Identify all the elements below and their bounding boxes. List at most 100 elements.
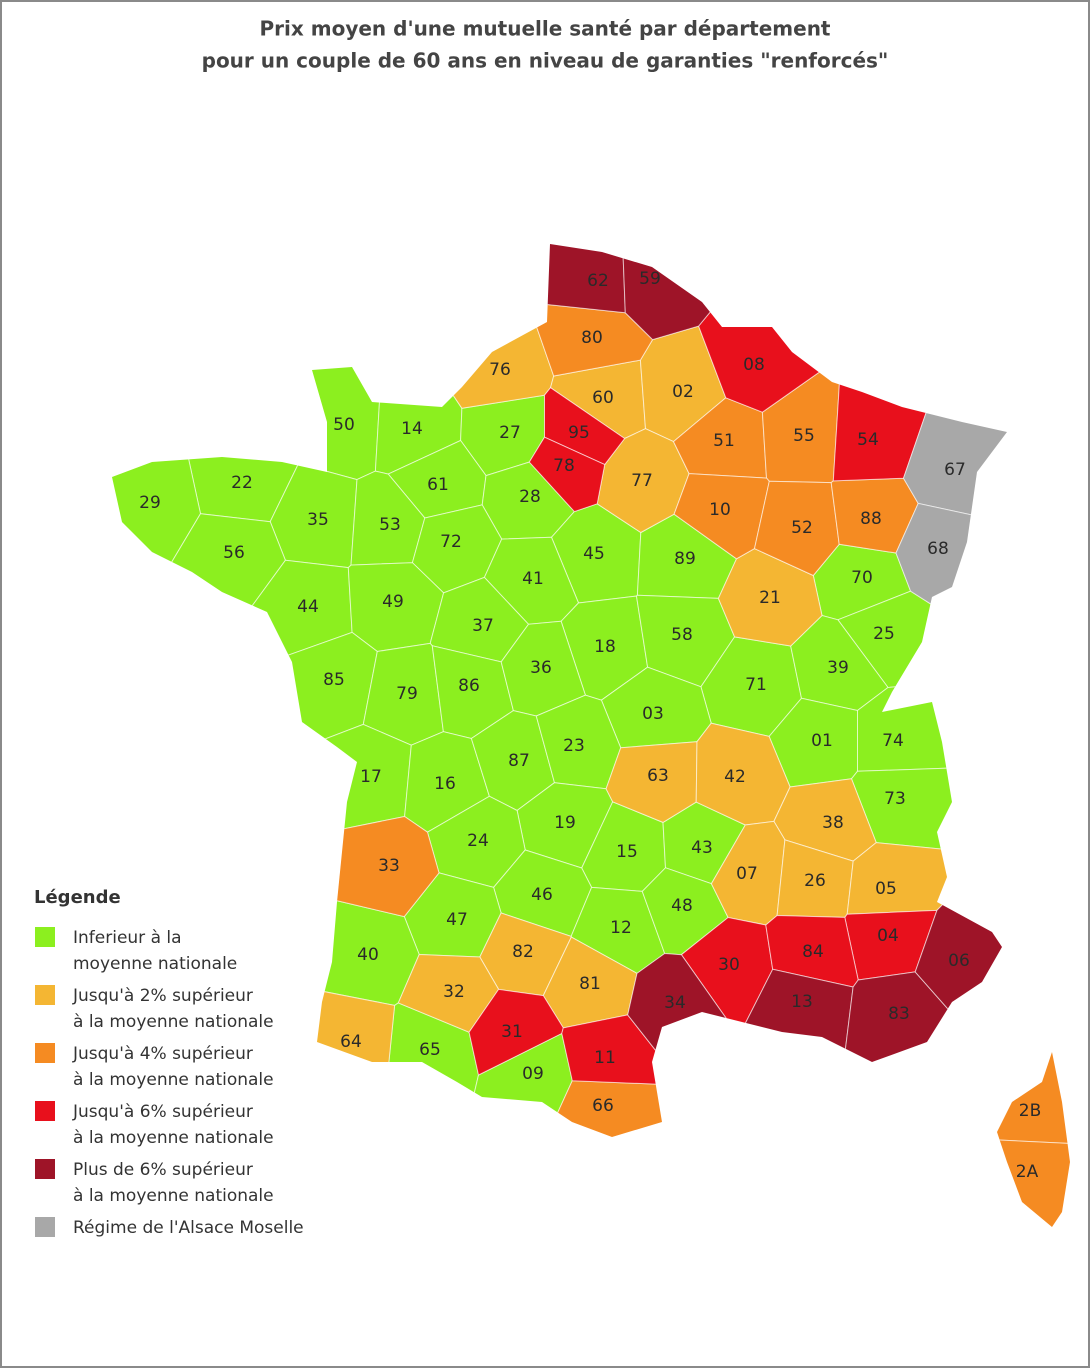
department-code: 07 [736, 864, 758, 884]
department-code: 46 [531, 885, 553, 905]
department-code: 65 [419, 1040, 441, 1060]
department-code: 14 [401, 419, 423, 439]
legend-label: Inferieur à la [73, 928, 182, 948]
department-code: 34 [664, 993, 686, 1013]
department [857, 674, 1070, 772]
department-code: 19 [554, 813, 576, 833]
department-code: 10 [709, 500, 731, 520]
department-code: 95 [568, 423, 590, 443]
department [299, 244, 555, 409]
department [902, 244, 1070, 542]
department-code: 2A [1016, 1162, 1039, 1182]
department [832, 244, 1061, 482]
department-code: 58 [671, 625, 693, 645]
department-code: 85 [323, 670, 345, 690]
department [439, 1080, 800, 1227]
department [112, 244, 387, 481]
department-code: 40 [357, 945, 379, 965]
department-code: 13 [791, 992, 813, 1012]
department-code: 18 [594, 637, 616, 657]
department-code: 06 [948, 951, 970, 971]
department-code: 31 [501, 1022, 523, 1042]
department-code: 66 [592, 1096, 614, 1116]
legend-label: Régime de l'Alsace Moselle [73, 1218, 304, 1238]
department-code: 56 [223, 543, 245, 563]
department-code: 30 [718, 955, 740, 975]
legend-swatch [35, 1159, 55, 1179]
department-code: 37 [472, 616, 494, 636]
department-code: 23 [563, 736, 585, 756]
department-code: 86 [458, 676, 480, 696]
legend-label: à la moyenne nationale [73, 1012, 274, 1032]
legend-swatch [35, 927, 55, 947]
department-code: 55 [793, 426, 815, 446]
department-code: 32 [443, 982, 465, 1002]
department [112, 631, 378, 862]
department-code: 71 [745, 675, 767, 695]
department [895, 502, 1070, 688]
department-code: 47 [446, 910, 468, 930]
department [112, 244, 202, 843]
legend-swatch [35, 1043, 55, 1063]
department-code: 22 [231, 473, 253, 493]
department-code: 04 [877, 926, 899, 946]
department-code: 67 [944, 460, 966, 480]
department-code: 15 [616, 842, 638, 862]
department-code: 2B [1019, 1101, 1041, 1121]
department-code: 42 [724, 767, 746, 787]
department-code: 68 [927, 539, 949, 559]
department-code: 03 [642, 704, 664, 724]
department [409, 1032, 573, 1227]
department-code: 83 [888, 1004, 910, 1024]
legend-label: Jusqu'à 4% supérieur [72, 1044, 253, 1064]
department-code: 61 [427, 475, 449, 495]
department [778, 1135, 1070, 1227]
department-code: 78 [553, 456, 575, 476]
department-code: 49 [382, 592, 404, 612]
department-code: 70 [851, 568, 873, 588]
department-code: 05 [875, 879, 897, 899]
department-code: 84 [802, 942, 824, 962]
department [846, 842, 994, 915]
department-code: 80 [581, 328, 603, 348]
department-labels: 50 14 27 22 29 61 28 35 53 72 56 45 89 41 70 44 49 37 18 58… [139, 269, 1041, 1182]
title-line: pour un couple de 60 ans en niveau de ga… [202, 49, 889, 73]
department [528, 436, 606, 513]
department-code: 87 [508, 751, 530, 771]
department-code: 36 [530, 658, 552, 678]
department-code: 60 [592, 388, 614, 408]
department-code: 02 [672, 382, 694, 402]
department-code: 64 [340, 1032, 362, 1052]
department-code: 41 [522, 569, 544, 589]
department-code: 43 [691, 838, 713, 858]
department-code: 72 [440, 532, 462, 552]
legend-label: à la moyenne nationale [73, 1186, 274, 1206]
department-code: 48 [671, 896, 693, 916]
department-code: 26 [804, 871, 826, 891]
department-code: 59 [639, 269, 661, 289]
legend-label: moyenne nationale [73, 954, 237, 974]
department-code: 08 [743, 355, 765, 375]
department-code: 51 [713, 431, 735, 451]
legend-label: Plus de 6% supérieur [73, 1160, 253, 1180]
department-code: 27 [499, 423, 521, 443]
department-code: 11 [594, 1048, 616, 1068]
legend-swatch [35, 985, 55, 1005]
department-code: 88 [860, 509, 882, 529]
department-code: 16 [434, 774, 456, 794]
department-code: 35 [307, 510, 329, 530]
department-code: 79 [396, 684, 418, 704]
legend-swatch [35, 1217, 55, 1237]
department-code: 01 [811, 731, 833, 751]
department-code: 29 [139, 493, 161, 513]
department [397, 953, 500, 1033]
department-code: 54 [857, 430, 879, 450]
department-code: 53 [379, 515, 401, 535]
department-code: 77 [631, 471, 653, 491]
department-code: 74 [882, 731, 904, 751]
department-code: 38 [822, 813, 844, 833]
department-code: 39 [827, 658, 849, 678]
department-code: 21 [759, 588, 781, 608]
